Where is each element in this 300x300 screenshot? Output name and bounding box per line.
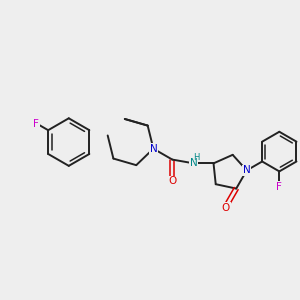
Text: O: O	[168, 176, 176, 186]
Text: N: N	[149, 144, 157, 154]
Text: N: N	[243, 165, 250, 176]
Text: F: F	[276, 182, 282, 192]
Text: F: F	[33, 119, 39, 129]
Text: N: N	[190, 158, 198, 168]
Text: H: H	[194, 153, 200, 162]
Text: O: O	[222, 203, 230, 213]
